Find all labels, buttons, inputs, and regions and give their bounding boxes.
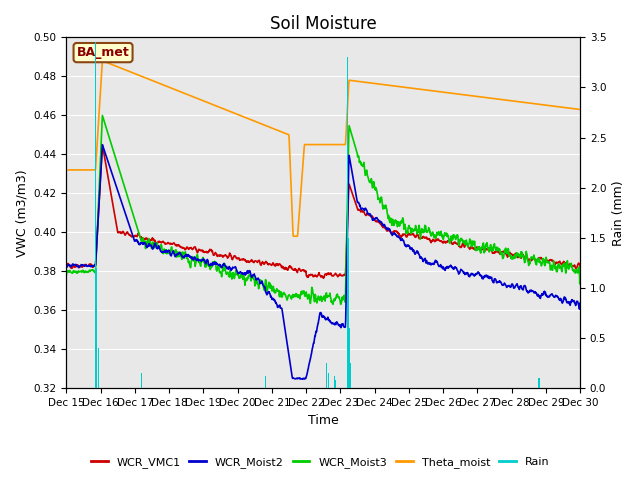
Bar [328,373,329,388]
Bar [347,58,348,388]
Bar [335,380,336,388]
X-axis label: Time: Time [308,414,339,427]
Bar [96,268,97,388]
Bar [95,42,96,388]
Y-axis label: Rain (mm): Rain (mm) [612,180,625,246]
Title: Soil Moisture: Soil Moisture [270,15,376,33]
Bar [538,378,540,388]
Y-axis label: VWC (m3/m3): VWC (m3/m3) [15,169,28,257]
Bar [333,376,335,388]
Bar [350,363,351,388]
Text: BA_met: BA_met [77,46,129,59]
Bar [348,238,349,388]
Bar [326,363,327,388]
Bar [98,348,99,388]
Bar [265,376,266,388]
Legend: WCR_VMC1, WCR_Moist2, WCR_Moist3, Theta_moist, Rain: WCR_VMC1, WCR_Moist2, WCR_Moist3, Theta_… [86,452,554,472]
Bar [349,328,350,388]
